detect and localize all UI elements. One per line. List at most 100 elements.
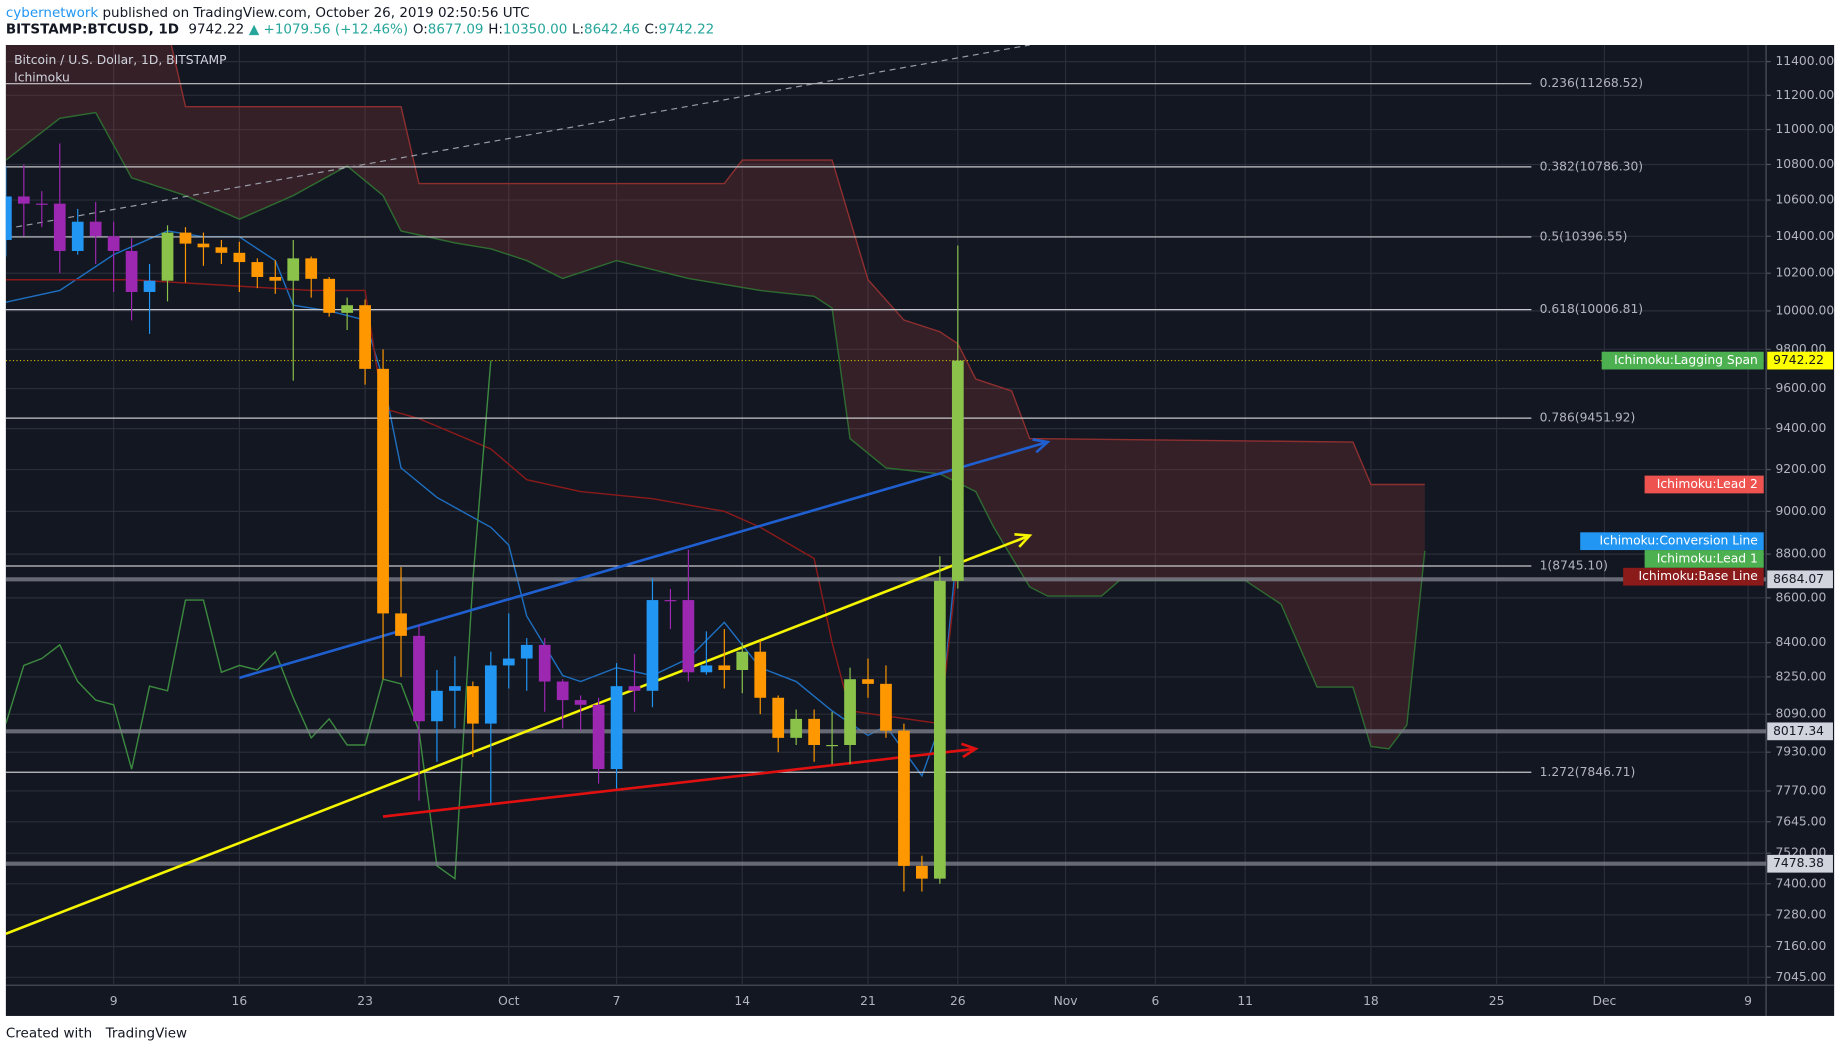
candle-body [17, 196, 30, 204]
y-tick-label: 8400.00 [1775, 635, 1826, 649]
candle-body [538, 644, 551, 682]
level-label-box [1767, 351, 1833, 370]
x-tick-label: 9 [110, 994, 118, 1008]
candle-body [502, 658, 515, 666]
candle-body [466, 686, 479, 724]
fib-label: 0.382(10786.30) [1540, 159, 1644, 173]
arrow-head [1032, 438, 1051, 454]
candle-body [700, 665, 713, 673]
y-tick-label: 11000.00 [1775, 122, 1834, 136]
candle-body [215, 247, 228, 253]
x-tick-label: 25 [1489, 994, 1505, 1008]
candle-body [449, 686, 461, 691]
legend-label: Ichimoku:Lead 1 [1657, 551, 1758, 565]
x-tick-label: 11 [1237, 994, 1253, 1008]
x-tick-label: 6 [1151, 994, 1159, 1008]
arrow-head [1014, 533, 1033, 548]
y-tick-label: 9600.00 [1775, 381, 1826, 395]
x-tick-label: 7 [613, 994, 621, 1008]
candle-body [664, 600, 677, 602]
y-tick-label: 9200.00 [1775, 462, 1826, 476]
x-tick-label: 14 [734, 994, 750, 1008]
y-tick-label: 7930.00 [1775, 745, 1826, 759]
level-label-box [1767, 722, 1833, 741]
candle-body [107, 236, 120, 251]
fib-label: 0.5(10396.55) [1540, 229, 1628, 243]
ohlc: O:8677.09 H:10350.00 L:8642.46 C:9742.22 [413, 22, 714, 38]
y-tick-label: 10800.00 [1775, 157, 1834, 171]
candle-body [71, 221, 84, 251]
x-tick-label: Nov [1054, 994, 1078, 1008]
candle-body [628, 686, 641, 691]
candle-body [484, 665, 497, 724]
ohlc-key: C: [645, 22, 659, 38]
legend-box [1601, 351, 1764, 370]
x-tick-label: 23 [357, 994, 373, 1008]
ohlc-value: 8677.09 [428, 22, 484, 38]
candle-body [413, 635, 425, 722]
y-tick-label: 7770.00 [1775, 783, 1826, 797]
legend-label: Ichimoku:Lagging Span [1614, 353, 1758, 367]
candle-body [395, 613, 407, 636]
candle-body [808, 718, 820, 745]
level-label-box [1767, 854, 1833, 873]
legend-box [1644, 475, 1764, 494]
symbol: BITSTAMP:BTCUSD, 1D [6, 22, 179, 38]
cloud [5, 44, 1425, 749]
y-tick-label: 8800.00 [1775, 547, 1826, 561]
ohlc-key: O: [413, 22, 428, 38]
level-label: 9742.22 [1773, 353, 1824, 367]
published: published on TradingView.com, October 26… [98, 5, 529, 21]
fib-label: 0.618(10006.81) [1540, 302, 1644, 316]
candle-body [269, 276, 282, 281]
candle-body [646, 600, 659, 691]
y-tick-label: 8600.00 [1775, 590, 1826, 604]
footer-brand[interactable]: TradingView [105, 1026, 187, 1042]
candle-body [5, 196, 12, 240]
candle-body [844, 679, 856, 745]
x-tick-label: 16 [232, 994, 248, 1008]
candle-body [377, 368, 389, 614]
y-tick-label: 7045.00 [1775, 970, 1826, 984]
candle-body [826, 744, 838, 747]
candle-body [233, 252, 246, 263]
level-label: 8684.07 [1773, 572, 1824, 586]
candle-body [431, 690, 443, 722]
y-tick-label: 10200.00 [1775, 266, 1834, 280]
y-tick-label: 7400.00 [1775, 876, 1826, 890]
labels: 9742.22 8684.07 8017.34 7478.38 Ichimoku:Lag… [1580, 351, 1833, 873]
candle-body [197, 243, 210, 248]
header-line: cybernetwork published on TradingView.co… [6, 5, 530, 21]
legend-box [1623, 567, 1764, 586]
candles [5, 143, 964, 892]
cloud-layer [5, 44, 1425, 749]
level-label-box [1767, 570, 1833, 589]
candle-body [951, 360, 964, 581]
fib-label: 1(8745.10) [1540, 558, 1608, 572]
candle-body [592, 704, 605, 770]
x-tick-label: 9 [1744, 994, 1752, 1008]
y-tick-label: 10600.00 [1775, 193, 1834, 207]
candle-body [916, 865, 928, 879]
y-tick-label: 8090.00 [1775, 707, 1826, 721]
legend-label: Ichimoku:Base Line [1639, 569, 1758, 583]
candle-body [736, 651, 749, 671]
chart-background [5, 44, 1835, 1016]
candle-body [161, 232, 174, 281]
y-tick-label: 9400.00 [1775, 421, 1826, 435]
ohlc-key: L: [572, 22, 584, 38]
x-tick-label: 26 [950, 994, 966, 1008]
author[interactable]: cybernetwork [6, 5, 98, 21]
y-tick-label: 11200.00 [1775, 88, 1834, 102]
candle-body [143, 280, 156, 292]
candle-body [754, 651, 767, 698]
y-tick-label: 9000.00 [1775, 504, 1826, 518]
symbol-line: BITSTAMP:BTCUSD, 1D 9742.22 ▲ +1079.56 (+1… [6, 22, 714, 38]
candle-body [35, 203, 48, 205]
legend-label: Ichimoku:Lead 2 [1657, 477, 1758, 491]
fib-label: 1.272(7846.71) [1540, 765, 1636, 779]
y-tick-label: 7160.00 [1775, 939, 1826, 953]
chart-title: Bitcoin / U.S. Dollar, 1D, BITSTAMP [14, 53, 227, 67]
trend-line [382, 747, 976, 818]
